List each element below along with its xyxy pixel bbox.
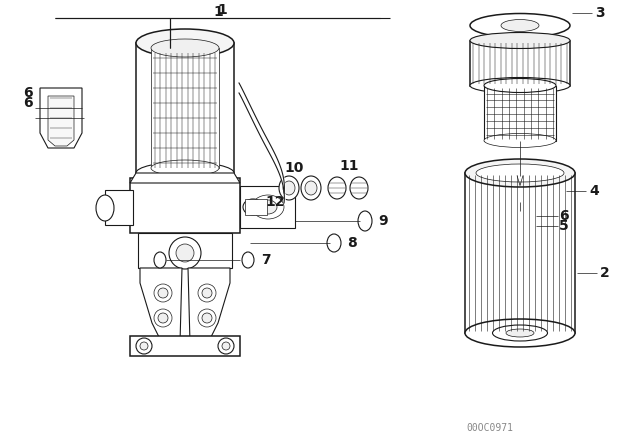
Ellipse shape [136,162,234,184]
Ellipse shape [506,329,534,337]
Ellipse shape [486,184,554,198]
Ellipse shape [301,176,321,200]
Circle shape [222,342,230,350]
Bar [105,190,133,225]
Text: 4: 4 [589,184,599,198]
Circle shape [202,313,212,323]
Ellipse shape [279,176,299,200]
Circle shape [154,309,172,327]
Ellipse shape [493,325,547,341]
Bar [130,178,240,233]
Ellipse shape [151,160,219,176]
Circle shape [198,284,216,302]
Bar [484,86,556,141]
Ellipse shape [484,134,556,147]
Text: 8: 8 [347,236,357,250]
Ellipse shape [465,319,575,347]
Ellipse shape [358,211,372,231]
Circle shape [514,185,526,197]
Text: 6: 6 [559,208,569,223]
Ellipse shape [327,234,341,252]
Polygon shape [40,88,82,148]
Polygon shape [48,96,74,146]
Ellipse shape [328,177,346,199]
Ellipse shape [465,159,575,187]
Ellipse shape [259,200,277,214]
Ellipse shape [501,20,539,31]
Bar [138,233,232,268]
Circle shape [176,244,194,262]
Ellipse shape [136,29,234,57]
Ellipse shape [484,78,556,92]
Polygon shape [188,268,230,343]
Bar [470,40,570,86]
Text: 5: 5 [559,219,569,233]
Circle shape [202,288,212,298]
Bar [240,186,295,228]
Bar [465,173,575,333]
Bar [151,48,219,168]
Ellipse shape [151,39,219,57]
Text: 9: 9 [378,214,388,228]
Ellipse shape [305,181,317,195]
Text: 1: 1 [217,3,227,17]
Text: 6: 6 [23,86,33,100]
Ellipse shape [505,211,535,220]
Bar [245,199,267,215]
Bar [130,336,240,356]
Ellipse shape [154,252,166,268]
Circle shape [136,338,152,354]
Ellipse shape [242,252,254,268]
Circle shape [158,313,168,323]
Ellipse shape [350,177,368,199]
Text: 1: 1 [213,5,223,19]
Circle shape [154,284,172,302]
Circle shape [198,309,216,327]
Ellipse shape [252,195,284,219]
Ellipse shape [470,33,570,48]
Ellipse shape [470,78,570,94]
Circle shape [140,342,148,350]
Text: 00OC0971: 00OC0971 [467,423,513,433]
Ellipse shape [283,181,295,195]
Text: 12: 12 [265,195,285,209]
Bar [136,43,234,173]
Text: 11: 11 [339,159,359,173]
Ellipse shape [505,221,535,229]
Text: 6: 6 [23,96,33,110]
Ellipse shape [243,199,263,215]
Text: 10: 10 [284,161,304,175]
Polygon shape [130,173,240,183]
Circle shape [169,237,201,269]
Text: 3: 3 [595,6,605,20]
Circle shape [218,338,234,354]
Circle shape [158,288,168,298]
Polygon shape [140,268,182,343]
Ellipse shape [476,164,564,182]
Ellipse shape [470,13,570,38]
Ellipse shape [96,195,114,221]
Ellipse shape [476,180,564,202]
Text: 7: 7 [261,253,271,267]
Text: 2: 2 [600,266,610,280]
